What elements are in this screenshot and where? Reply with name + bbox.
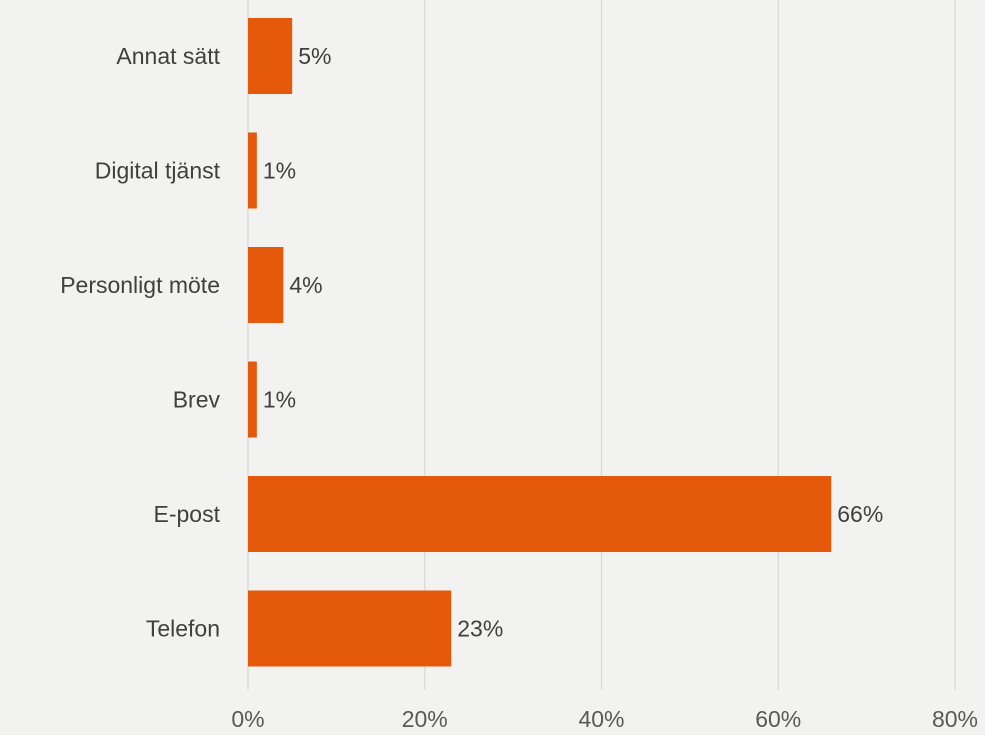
x-tick-label: 20% [402,706,448,732]
bars [248,18,832,667]
category-label: Digital tjänst [95,158,221,184]
value-label: 5% [298,43,331,69]
value-labels: 5% 1% 4% 1% 66% 23% [263,43,883,642]
x-tick-label: 80% [932,706,978,732]
x-tick-label: 40% [578,706,624,732]
bar-0 [248,18,293,94]
value-label: 23% [457,616,503,642]
category-label: Telefon [146,616,220,642]
value-label: 66% [837,501,883,527]
x-tick-label: 60% [755,706,801,732]
bar-3 [248,361,257,438]
category-label: Annat sätt [116,43,220,69]
x-axis-tick-labels: 0% 20% 40% 60% 80% [231,706,978,732]
value-label: 1% [263,387,296,413]
category-label: Personligt möte [60,272,220,298]
x-tick-label: 0% [231,706,264,732]
bar-2 [248,247,284,323]
bar-5 [248,590,452,667]
category-label: E-post [154,501,221,527]
gridlines [247,0,956,690]
value-label: 4% [289,272,322,298]
category-labels: Annat sätt Digital tjänst Personligt möte B… [60,43,220,642]
bar-1 [248,132,257,209]
value-label: 1% [263,158,296,184]
category-label: Brev [173,387,221,413]
bar-4 [248,476,832,552]
